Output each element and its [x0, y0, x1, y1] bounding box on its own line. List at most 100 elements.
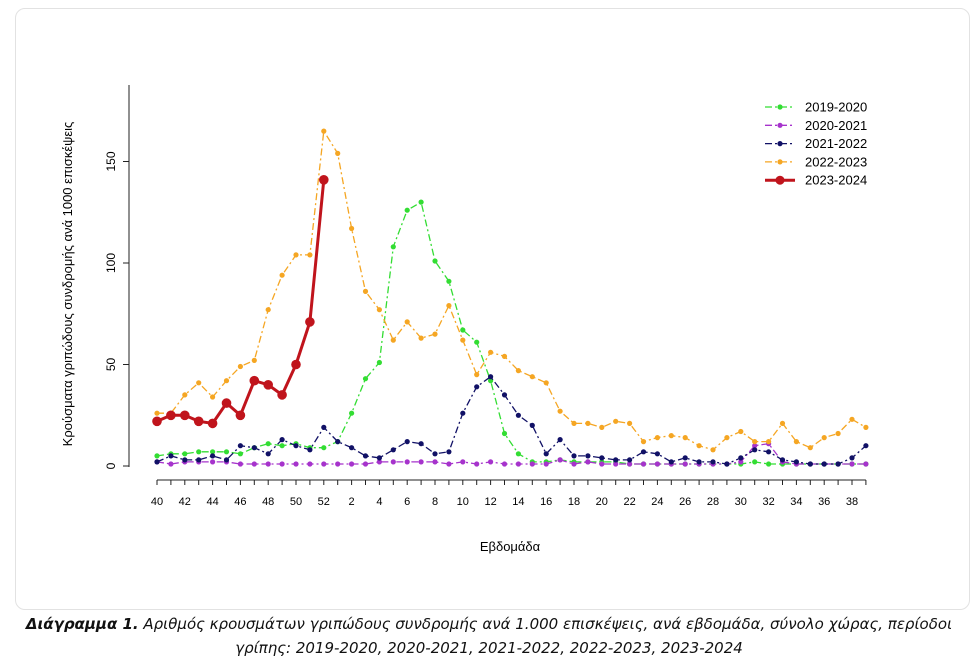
data-point — [766, 449, 772, 455]
data-point — [182, 451, 188, 457]
data-point — [293, 252, 299, 258]
data-point — [571, 453, 577, 459]
data-point — [752, 443, 758, 449]
data-point — [180, 410, 190, 421]
data-point — [543, 451, 549, 457]
y-tick-label: 150 — [104, 151, 118, 171]
data-point — [640, 439, 647, 445]
data-point — [654, 451, 661, 457]
data-point — [682, 461, 688, 467]
x-tick-label: 26 — [679, 496, 691, 508]
data-point — [321, 461, 327, 467]
x-tick-label: 52 — [318, 496, 330, 508]
legend-entry: 2022-2023 — [765, 154, 867, 169]
y-axis-label: Κρούσματα γριπώδους συνδρομής ανά 1000 ε… — [60, 122, 75, 447]
data-point — [849, 416, 855, 422]
x-tick-label: 46 — [234, 496, 246, 508]
data-point — [196, 449, 202, 455]
data-point — [474, 372, 480, 378]
data-point — [599, 461, 605, 467]
data-point — [460, 410, 466, 416]
data-point — [501, 353, 508, 359]
data-point — [196, 380, 202, 386]
x-tick-label: 6 — [404, 496, 410, 508]
x-tick-label: 4 — [376, 496, 382, 508]
data-point — [779, 457, 786, 463]
data-point — [724, 435, 730, 441]
data-point — [488, 374, 494, 380]
legend-swatch-marker — [777, 141, 783, 147]
data-point — [613, 418, 619, 424]
x-tick-label: 34 — [790, 496, 802, 508]
data-point — [627, 461, 633, 467]
data-point — [779, 420, 786, 426]
data-point — [237, 443, 243, 449]
chart-frame — [15, 8, 970, 610]
data-point — [293, 461, 299, 467]
data-point — [404, 207, 410, 213]
data-point — [207, 418, 218, 429]
data-point — [863, 443, 869, 449]
data-point — [291, 359, 301, 370]
data-point — [543, 380, 549, 386]
data-point — [251, 445, 257, 451]
data-point — [446, 461, 452, 467]
data-point — [307, 447, 313, 453]
data-point — [668, 433, 674, 439]
data-point — [571, 461, 577, 467]
x-tick-label: 2 — [349, 496, 355, 508]
data-point — [640, 461, 647, 467]
data-point — [529, 422, 535, 428]
data-point — [488, 349, 494, 355]
x-tick-label: 24 — [651, 496, 663, 508]
data-point — [446, 449, 452, 455]
data-point — [738, 428, 744, 435]
data-point — [335, 150, 341, 156]
data-point — [835, 461, 841, 467]
y-tick-label: 0 — [104, 462, 118, 469]
data-point — [362, 453, 369, 459]
data-point — [279, 272, 285, 278]
data-point — [193, 416, 204, 427]
data-point — [166, 410, 176, 421]
data-point — [585, 453, 591, 459]
x-axis-label: Εβδομάδα — [480, 539, 541, 554]
data-point — [849, 455, 855, 461]
data-point — [710, 459, 716, 465]
data-point — [265, 307, 271, 313]
series-line — [156, 376, 867, 465]
data-point — [321, 445, 327, 451]
legend-label: 2020-2021 — [805, 118, 867, 133]
data-point — [390, 337, 396, 343]
data-point — [223, 378, 230, 384]
data-point — [515, 368, 522, 374]
data-point — [223, 449, 230, 455]
legend-swatch-marker — [777, 104, 783, 110]
data-point — [390, 244, 396, 250]
x-tick-label: 32 — [762, 496, 774, 508]
data-point — [807, 445, 813, 451]
data-point — [404, 319, 410, 325]
legend: 2019-2020 2020-2021 2021-2022 2022-2023 2023… — [765, 100, 867, 188]
series-line — [156, 443, 866, 465]
caption-lead: Διάγραμμα 1. — [25, 615, 139, 633]
figure-caption: Διάγραμμα 1. Αριθμός κρουσμάτων γριπώδου… — [0, 612, 978, 660]
legend-swatch-marker — [775, 175, 785, 185]
data-point — [362, 288, 369, 294]
data-point — [432, 258, 438, 264]
data-point — [210, 453, 216, 459]
series-2019-2020 — [154, 199, 869, 467]
data-point — [349, 445, 355, 451]
data-point — [349, 225, 355, 232]
x-tick-label: 8 — [432, 496, 438, 508]
x-tick-label: 10 — [457, 496, 469, 508]
data-point — [265, 441, 271, 447]
data-point — [710, 447, 716, 453]
data-point — [154, 459, 160, 465]
data-point — [557, 408, 563, 414]
series-layer — [152, 128, 869, 467]
legend-label: 2023-2024 — [805, 173, 867, 188]
data-point — [210, 459, 216, 465]
data-point — [404, 439, 410, 445]
data-point — [627, 457, 633, 463]
